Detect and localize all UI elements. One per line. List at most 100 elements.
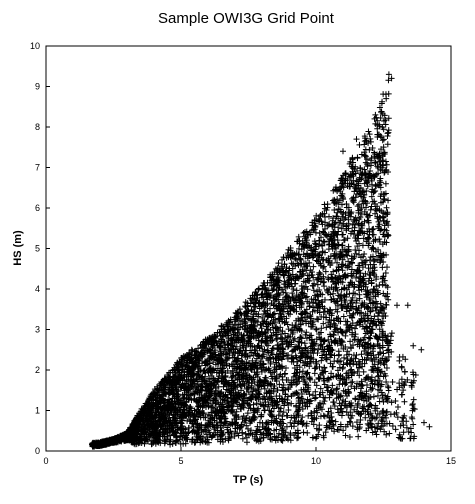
data-point <box>302 331 309 338</box>
data-point <box>370 258 377 265</box>
data-point <box>322 268 329 275</box>
data-point <box>361 141 368 148</box>
data-point <box>334 259 341 266</box>
data-point <box>343 328 350 335</box>
data-point <box>329 421 336 428</box>
data-point <box>221 374 228 381</box>
data-point <box>283 423 290 430</box>
data-point <box>385 197 392 204</box>
data-point <box>369 231 376 238</box>
data-point <box>349 197 356 204</box>
data-point <box>374 223 381 230</box>
data-point <box>313 425 320 432</box>
data-point <box>284 343 291 350</box>
data-point <box>276 381 283 388</box>
data-point <box>208 434 215 441</box>
data-point <box>340 313 347 320</box>
data-point <box>300 420 307 427</box>
data-point <box>306 259 313 266</box>
data-point <box>275 412 282 419</box>
data-point <box>367 157 374 164</box>
data-point <box>311 370 318 377</box>
data-point <box>285 436 292 443</box>
data-point <box>341 236 348 243</box>
data-point <box>364 180 371 187</box>
data-point <box>361 152 368 159</box>
data-point <box>255 286 262 293</box>
data-point <box>279 256 286 263</box>
data-point <box>335 241 342 248</box>
data-point <box>331 337 338 344</box>
data-point <box>310 287 317 294</box>
data-point <box>353 250 360 257</box>
data-point <box>256 305 263 312</box>
data-point <box>383 204 390 211</box>
data-point <box>325 213 332 220</box>
data-point <box>174 387 181 394</box>
data-point <box>297 321 304 328</box>
data-point <box>324 201 331 208</box>
data-point <box>370 393 377 400</box>
data-point <box>244 425 251 432</box>
data-point <box>376 104 383 111</box>
data-point <box>315 345 322 352</box>
data-point <box>354 155 361 162</box>
data-point <box>371 313 378 320</box>
data-point <box>316 363 323 370</box>
data-points <box>89 71 433 450</box>
data-point <box>383 161 390 168</box>
data-point <box>255 300 262 307</box>
data-point <box>274 335 281 342</box>
data-point <box>304 272 311 279</box>
data-point <box>304 429 311 436</box>
data-point <box>374 163 381 170</box>
data-point <box>184 430 191 437</box>
data-point <box>375 372 382 379</box>
data-point <box>318 357 325 364</box>
data-point <box>209 404 216 411</box>
data-point <box>317 342 324 349</box>
data-point <box>374 392 381 399</box>
data-point <box>298 328 305 335</box>
data-point <box>319 354 326 361</box>
data-point <box>299 317 306 324</box>
data-point <box>385 232 392 239</box>
data-point <box>306 391 313 398</box>
data-point <box>364 163 371 170</box>
data-point <box>295 251 302 258</box>
data-point <box>385 90 392 97</box>
data-point <box>269 324 276 331</box>
data-point <box>374 125 381 132</box>
data-point <box>185 412 192 419</box>
data-point <box>289 271 296 278</box>
data-point <box>348 366 355 373</box>
data-point <box>356 291 363 298</box>
data-point <box>241 382 248 389</box>
data-point <box>220 383 227 390</box>
data-point <box>373 354 380 361</box>
data-point <box>350 218 357 225</box>
data-point <box>312 240 319 247</box>
data-point <box>321 283 328 290</box>
data-point <box>355 209 362 216</box>
data-point <box>322 429 329 436</box>
data-point <box>261 407 268 414</box>
data-point <box>333 386 340 393</box>
data-point <box>308 418 315 425</box>
data-point <box>345 263 352 270</box>
data-point <box>275 260 282 267</box>
data-point <box>363 388 370 395</box>
data-point <box>229 321 236 328</box>
data-point <box>352 331 359 338</box>
data-point <box>310 263 317 270</box>
data-point <box>372 160 379 166</box>
data-point <box>303 329 310 336</box>
data-point <box>293 435 300 442</box>
data-point <box>367 138 374 145</box>
data-point <box>358 151 365 158</box>
data-point <box>223 379 230 386</box>
data-point <box>382 180 389 187</box>
data-point <box>321 351 328 358</box>
data-point <box>377 300 384 307</box>
